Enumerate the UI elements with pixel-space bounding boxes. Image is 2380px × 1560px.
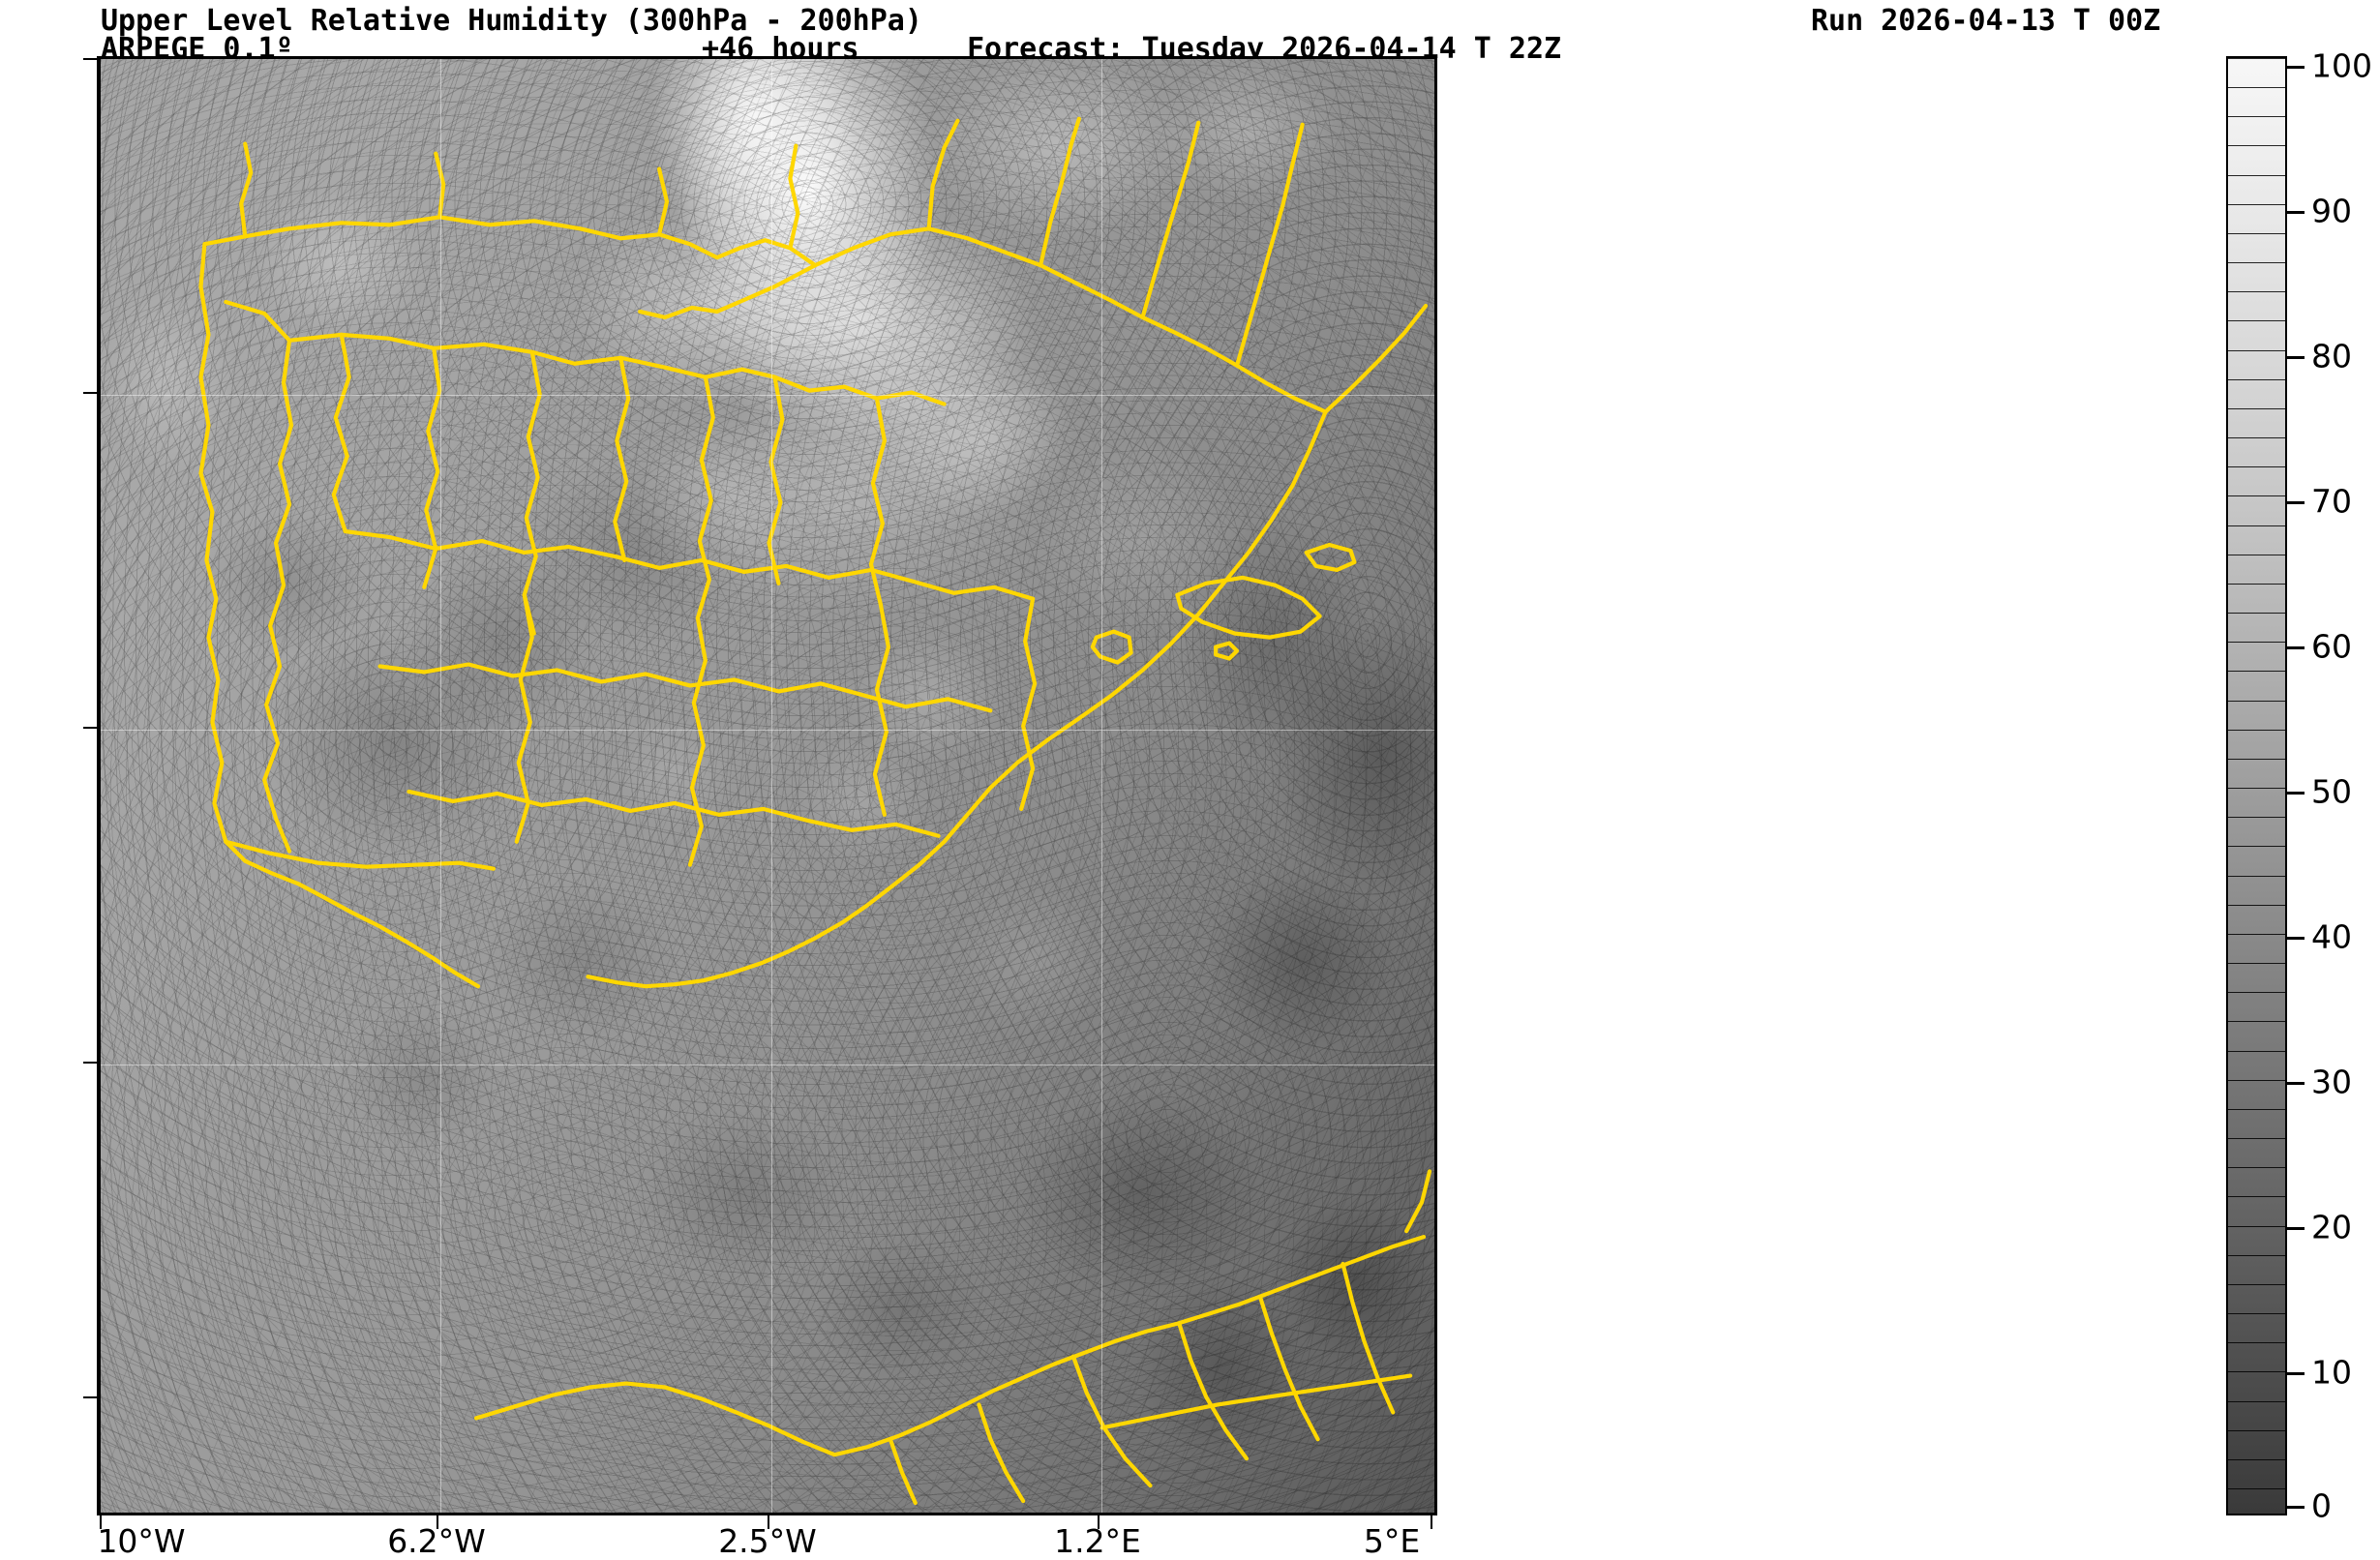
- colorbar-label-70: 70: [2311, 482, 2352, 521]
- x-tick-label-5e: 5°E: [1363, 1522, 1421, 1560]
- x-tick-label-2-5w: 2.5°W: [718, 1522, 817, 1560]
- colorbar-label-30: 30: [2311, 1063, 2352, 1101]
- administrative-boundaries: [198, 116, 1432, 1506]
- run-timestamp: Run 2026-04-13 T 00Z: [1811, 4, 2161, 38]
- x-tick-label-1-2e: 1.2°E: [1054, 1522, 1141, 1560]
- colorbar-label-90: 90: [2311, 192, 2352, 230]
- colorbar-label-100: 100: [2311, 46, 2372, 85]
- x-tick-label-10w: 10°W: [97, 1522, 186, 1560]
- colorbar-label-40: 40: [2311, 917, 2352, 956]
- contour-lines: [101, 59, 1434, 1513]
- humidity-field: [101, 59, 1434, 1513]
- x-tick-label-6-2w: 6.2°W: [387, 1522, 486, 1560]
- humidity-map-plot: [97, 56, 1437, 1515]
- colorbar-label-50: 50: [2311, 772, 2352, 811]
- page-title: Upper Level Relative Humidity (300hPa - …: [101, 4, 922, 38]
- colorbar-label-80: 80: [2311, 337, 2352, 375]
- colorbar-label-60: 60: [2311, 627, 2352, 666]
- header-bar: Upper Level Relative Humidity (300hPa - …: [0, 0, 2380, 66]
- colorbar-label-20: 20: [2311, 1208, 2352, 1246]
- colorbar: [2226, 56, 2287, 1515]
- colorbar-label-10: 10: [2311, 1353, 2352, 1392]
- colorbar-label-0: 0: [2311, 1486, 2332, 1525]
